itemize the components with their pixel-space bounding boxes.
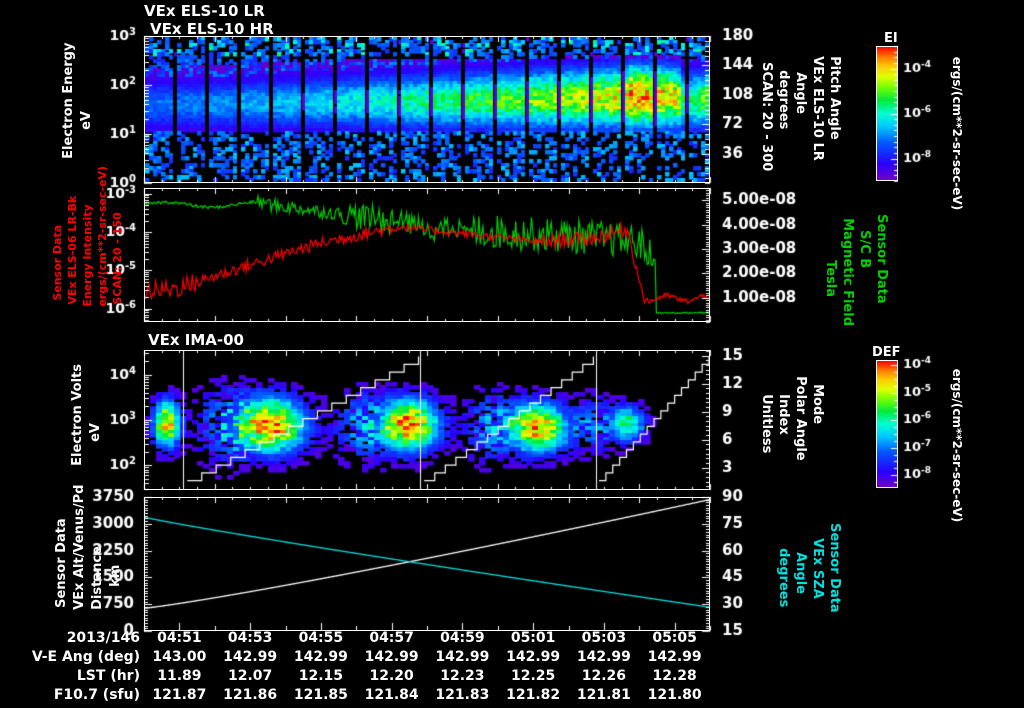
panel1-plot-frame[interactable]: [144, 36, 710, 183]
bottom-cell-r3-c0: 121.87: [152, 687, 207, 703]
p4r3: Angle: [793, 552, 808, 595]
panel1-right-axis-label-5: SCAN: 20 - 300: [744, 44, 789, 176]
bottom-cell-r3-c6: 121.81: [576, 687, 631, 703]
panel1-spectrogram-canvas: [145, 37, 709, 182]
panel4-left-label-4: km: [93, 545, 138, 605]
p2r4: Tesla: [823, 260, 838, 298]
panel3-colorbar-units: ergs/(cm**2-sr-sec-eV): [936, 352, 978, 522]
panel4-plot-frame[interactable]: [144, 497, 710, 631]
panel4-line-canvas: [145, 498, 709, 630]
bottom-cell-r2-c0: 11.89: [157, 668, 202, 684]
bottom-cell-r2-c7: 12.28: [652, 668, 697, 684]
bottom-row-label-1: V-E Ang (deg): [31, 649, 140, 665]
bottom-cell-r3-c4: 121.83: [435, 687, 490, 703]
bottom-cell-r0-c5: 05:01: [510, 630, 556, 646]
bottom-cell-r2-c5: 12.25: [510, 668, 556, 684]
panel3-colorbar[interactable]: [876, 360, 898, 488]
panel1-left-axis-units: eV: [64, 88, 109, 148]
bottom-cell-r1-c5: 142.99: [506, 649, 561, 665]
p4r1: Sensor Data: [827, 523, 842, 613]
panel2-left-label-5: SCAN: 20 - 150: [98, 200, 137, 320]
bottom-cell-r3-c7: 121.80: [647, 687, 702, 703]
panel1-colorbar-title: EI: [884, 31, 898, 46]
p4r2: VEx SZA: [810, 538, 825, 599]
bottom-cell-r0-c3: 04:57: [369, 630, 414, 646]
panel3-plot-frame[interactable]: [144, 350, 710, 490]
bottom-cell-r0-c2: 04:55: [298, 630, 344, 646]
panel1-cb-units-text: ergs/(cm**2-sr-sec-eV): [950, 56, 964, 211]
bottom-cell-r1-c2: 142.99: [293, 649, 348, 665]
bottom-cell-r0-c4: 04:59: [440, 630, 485, 646]
bottom-cell-r3-c2: 121.85: [293, 687, 348, 703]
p3l2: eV: [88, 423, 103, 442]
bottom-cell-r0-c7: 05:05: [652, 630, 697, 646]
panel4-right-label-2: VEx SZA: [795, 520, 840, 630]
panel1-colorbar[interactable]: [876, 46, 898, 181]
bottom-cell-r2-c1: 12.07: [227, 668, 273, 684]
panel3-left-axis-units: eV: [73, 400, 118, 460]
bottom-cell-r1-c4: 142.99: [435, 649, 490, 665]
bottom-cell-r3-c5: 121.82: [506, 687, 561, 703]
bottom-cell-r1-c0: 143.00: [152, 649, 207, 665]
bottom-cell-r1-c1: 142.99: [223, 649, 278, 665]
bottom-cell-r1-c3: 142.99: [364, 649, 419, 665]
panel3-spectrogram-canvas: [145, 351, 709, 489]
p4r4: degrees: [776, 548, 791, 608]
p4l4: km: [108, 564, 123, 587]
panel3-right-label-4: Unitless: [744, 376, 789, 486]
panel4-right-label-1: Sensor Data: [812, 505, 857, 625]
panel1-colorbar-units: ergs/(cm**2-sr-sec-eV): [936, 40, 978, 210]
bottom-cell-r2-c2: 12.15: [298, 668, 344, 684]
bottom-row-label-0: 2013/146: [66, 630, 140, 646]
panel3-title: VEx IMA-00: [148, 331, 244, 349]
p3r4: Unitless: [759, 394, 774, 454]
panel1-right-l5: SCAN: 20 - 300: [759, 62, 774, 172]
bottom-cell-r3-c3: 121.84: [364, 687, 419, 703]
panel2-right-label-4: Tesla: [808, 242, 853, 342]
bottom-cell-r2-c3: 12.20: [369, 668, 414, 684]
p2l5: SCAN: 20 - 150: [111, 212, 124, 305]
p3-cb-units: ergs/(cm**2-sr-sec-eV): [950, 368, 964, 523]
panel1-left-units: eV: [79, 111, 94, 130]
bottom-row-label-3: F10.7 (sfu): [53, 687, 140, 703]
bottom-cell-r1-c6: 142.99: [576, 649, 631, 665]
panel4-right-label-3: Angle: [778, 534, 823, 634]
bottom-cell-r2-c6: 12.26: [581, 668, 627, 684]
panel2-line-canvas: [145, 189, 709, 321]
panel3-colorbar-title: DEF: [872, 345, 901, 360]
bottom-cell-r0-c6: 05:03: [581, 630, 627, 646]
bottom-row-label-2: LST (hr): [76, 668, 140, 684]
panel1-title-line1: VEx ELS-10 LR: [144, 2, 265, 20]
bottom-cell-r2-c4: 12.23: [440, 668, 485, 684]
bottom-cell-r0-c1: 04:53: [227, 630, 273, 646]
bottom-cell-r1-c7: 142.99: [647, 649, 702, 665]
panel4-right-label-4: degrees: [761, 530, 806, 640]
panel2-plot-frame[interactable]: [144, 188, 710, 322]
bottom-cell-r0-c0: 04:51: [157, 630, 202, 646]
bottom-cell-r3-c1: 121.86: [223, 687, 278, 703]
